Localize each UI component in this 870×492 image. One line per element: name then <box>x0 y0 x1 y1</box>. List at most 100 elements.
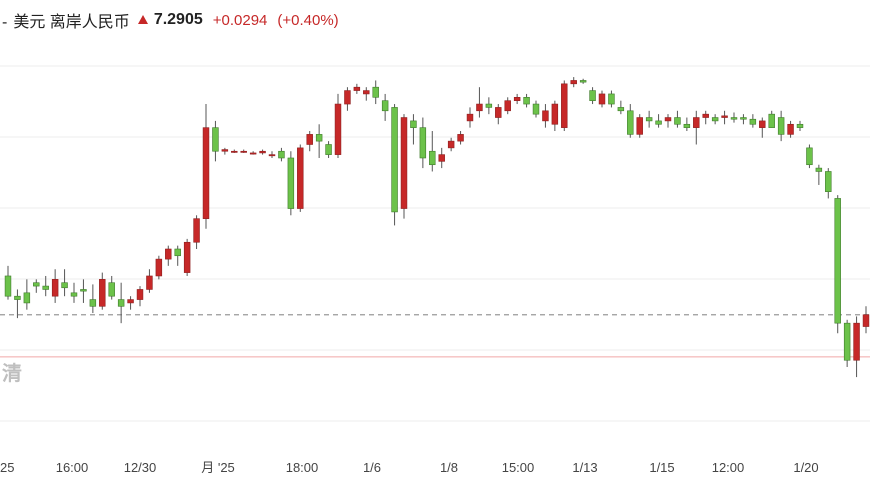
candle-body <box>193 218 200 243</box>
candle-body <box>99 279 106 307</box>
x-tick-label: 月 '25 <box>201 460 235 475</box>
watermark-text: 清 <box>2 361 22 385</box>
candle-body <box>834 198 841 324</box>
candle-body <box>457 134 464 142</box>
candle-body <box>777 117 785 135</box>
quote-header: - 美元 离岸人民币 7.2905 +0.0294 (+0.40%) <box>0 0 870 40</box>
candle-body <box>4 275 12 297</box>
candle-body <box>127 299 134 304</box>
candle-body <box>542 110 549 122</box>
candle-body <box>136 289 144 300</box>
x-tick-label: 12:00 <box>712 460 745 475</box>
candle-body <box>645 117 653 122</box>
candle-body <box>42 285 49 290</box>
candle-body <box>485 103 493 108</box>
candle-body <box>419 127 427 159</box>
candle-body <box>391 107 398 213</box>
candle-body <box>155 258 163 277</box>
candle-body <box>33 282 40 287</box>
candle-body <box>862 314 870 327</box>
candle-body <box>306 134 313 145</box>
candle-body <box>117 299 125 307</box>
x-tick-label: 1/6 <box>363 460 381 475</box>
candle-body <box>259 150 266 154</box>
candle-body <box>315 134 323 142</box>
candle-body <box>711 117 719 122</box>
candle-body <box>466 113 474 122</box>
candle-body <box>278 150 285 159</box>
candle-body <box>843 322 851 361</box>
candle-body <box>438 154 445 162</box>
x-tick-label: 1/15 <box>649 460 674 475</box>
candle-body <box>683 123 691 128</box>
candle-body <box>61 282 68 289</box>
candle-body <box>165 248 172 260</box>
candle-body <box>231 150 238 153</box>
candle-body <box>108 282 115 297</box>
candle-body <box>655 120 662 125</box>
candle-body <box>212 127 219 152</box>
x-tick-label: 18:00 <box>286 460 319 475</box>
candlestick-chart[interactable]: 清 25 16:00 12/30 月 '25 18:00 1/6 1/8 15:00 1/13 1… <box>0 40 870 492</box>
candle-body <box>174 248 181 257</box>
candle-body <box>589 90 596 101</box>
candle-body <box>14 295 21 300</box>
candle-body <box>23 292 31 304</box>
candle-body <box>853 322 860 361</box>
candle-body <box>249 152 257 155</box>
candle-body <box>636 117 643 135</box>
candle-body <box>815 167 823 172</box>
candles <box>4 77 870 378</box>
candle-body <box>513 97 521 101</box>
candle-body <box>523 97 530 105</box>
x-tick-label: 25 <box>0 460 14 475</box>
candle-body <box>825 171 832 192</box>
candle-body <box>693 117 700 128</box>
up-arrow-icon <box>137 14 148 24</box>
price-change: +0.0294 <box>212 11 268 29</box>
candle-body <box>608 93 615 105</box>
x-tick-label: 16:00 <box>56 460 89 475</box>
chart-grid <box>0 65 870 422</box>
candle-body <box>495 107 502 118</box>
candle-body <box>561 83 568 128</box>
x-tick-label: 15:00 <box>502 460 535 475</box>
pair-separator: - <box>2 14 8 31</box>
x-tick-label: 12/30 <box>124 460 157 475</box>
candle-body <box>674 117 681 125</box>
candle-body <box>429 150 436 166</box>
candle-body <box>730 117 738 120</box>
base-currency: 美元 <box>13 14 46 31</box>
candle-body <box>221 149 229 152</box>
candle-body <box>504 100 511 112</box>
candle-body <box>721 115 728 118</box>
candle-body <box>183 241 191 273</box>
candle-body <box>759 120 766 128</box>
candle-body <box>268 154 276 157</box>
candle-body <box>664 117 672 122</box>
candle-body <box>806 147 813 166</box>
candle-body <box>202 127 210 219</box>
candle-body <box>363 90 370 95</box>
candle-body <box>476 103 483 112</box>
candle-body <box>146 275 153 290</box>
candle-body <box>287 157 295 209</box>
candle-body <box>89 299 97 307</box>
candle-body <box>447 140 455 149</box>
candle-body <box>410 120 417 128</box>
candle-body <box>372 86 379 98</box>
candle-body <box>353 86 361 91</box>
x-axis: 25 16:00 12/30 月 '25 18:00 1/6 1/8 15:00 1/13 1/1… <box>0 460 819 475</box>
x-tick-label: 1/8 <box>440 460 458 475</box>
candle-body <box>381 100 389 112</box>
candle-body <box>70 292 78 297</box>
candle-body <box>80 289 87 292</box>
candle-body <box>740 117 747 120</box>
candle-body <box>617 107 625 112</box>
candle-body <box>551 103 559 125</box>
candle-body <box>334 103 342 155</box>
x-tick-label: 1/20 <box>793 460 818 475</box>
candle-body <box>240 150 247 153</box>
candle-body <box>796 123 804 128</box>
candle-body <box>598 93 606 105</box>
